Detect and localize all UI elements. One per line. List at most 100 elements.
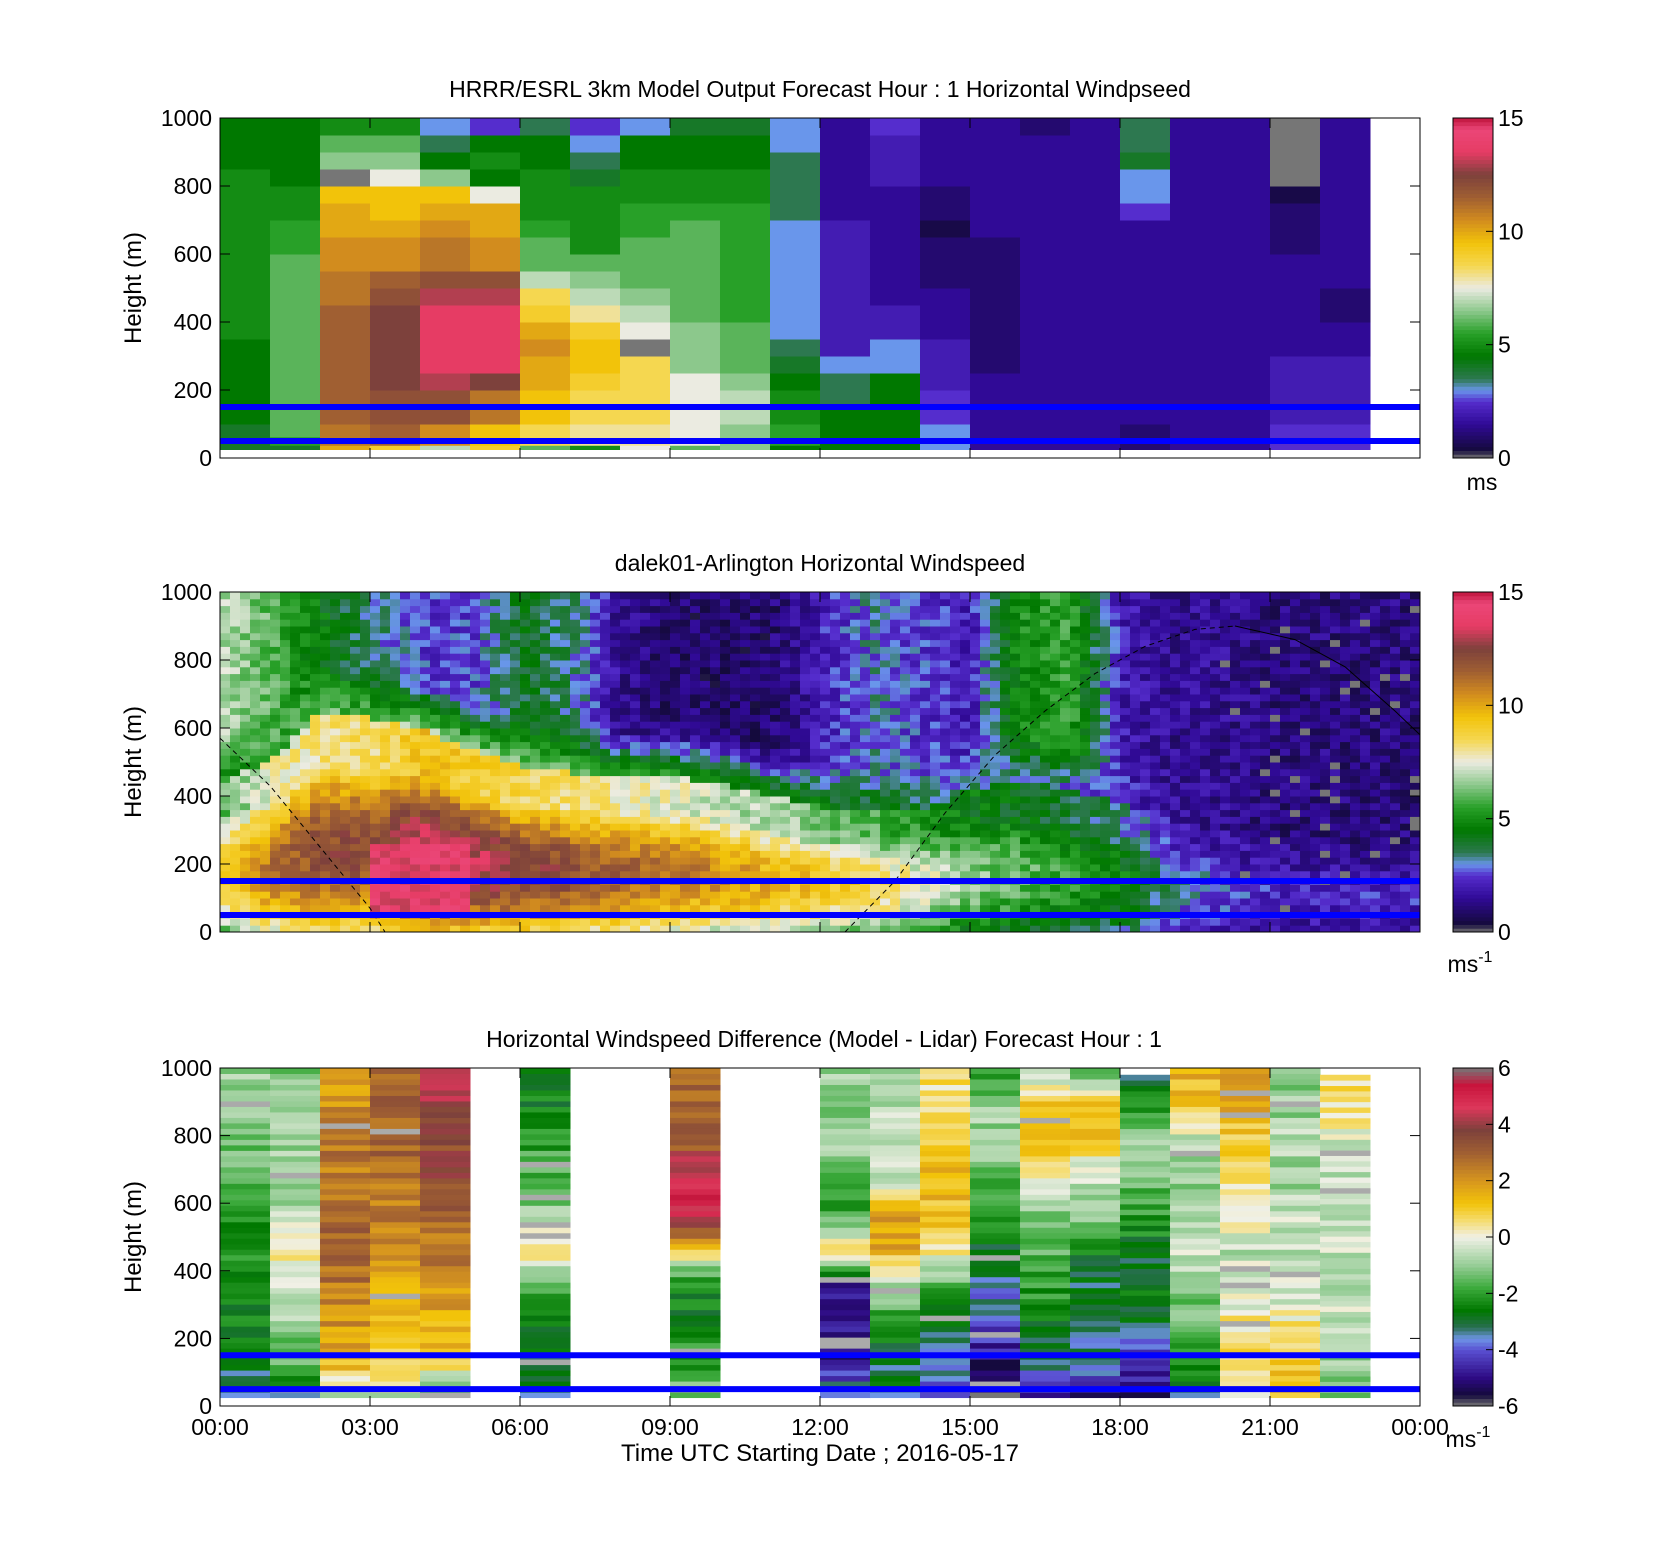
lidar-cell: [790, 721, 801, 729]
lidar-cell: [1040, 789, 1051, 797]
lidar-cell: [490, 680, 501, 688]
lidar-cell: [590, 687, 601, 695]
model-cell: [820, 373, 871, 391]
lidar-cell: [250, 816, 261, 824]
lidar-cell: [850, 653, 861, 661]
model-cell: [1220, 186, 1271, 204]
lidar-cell: [230, 734, 241, 743]
lidar-cell: [910, 680, 921, 688]
lidar-cell: [1000, 755, 1011, 763]
lidar-cell: [250, 830, 261, 838]
lidar-cell: [820, 830, 831, 838]
lidar-cell: [810, 707, 821, 715]
lidar-cell: [550, 857, 561, 865]
lidar-cell: [1050, 918, 1061, 926]
lidar-cell: [690, 728, 701, 736]
lidar-cell: [600, 891, 611, 899]
lidar-cell: [370, 918, 381, 926]
lidar-cell: [730, 721, 741, 729]
lidar-cell: [560, 626, 571, 634]
lidar-cell: [610, 768, 621, 777]
lidar-cell: [520, 639, 531, 647]
lidar-cell: [790, 612, 801, 620]
lidar-cell: [280, 898, 291, 906]
lidar-cell: [880, 748, 891, 756]
lidar-cell: [540, 680, 551, 688]
lidar-cell: [460, 605, 471, 613]
lidar-cell: [960, 741, 971, 749]
lidar-cell: [520, 680, 531, 688]
lidar-cell: [440, 694, 451, 702]
lidar-cell: [300, 850, 311, 858]
lidar-cell: [290, 741, 301, 749]
lidar-cell: [810, 653, 821, 661]
lidar-cell: [910, 775, 921, 783]
lidar-cell: [440, 870, 451, 879]
lidar-cell: [790, 653, 801, 661]
lidar-cell: [560, 721, 571, 729]
lidar-cell: [670, 605, 681, 613]
lidar-cell: [720, 660, 731, 668]
lidar-cell: [250, 619, 261, 627]
lidar-cell: [640, 612, 651, 620]
lidar-cell: [690, 673, 701, 681]
lidar-cell: [680, 823, 691, 831]
lidar-cell: [420, 816, 431, 824]
lidar-cell: [390, 598, 401, 607]
lidar-cell: [320, 884, 331, 892]
lidar-cell: [900, 918, 911, 926]
lidar-cell: [1000, 850, 1011, 858]
model-cell: [1020, 339, 1071, 357]
lidar-cell: [660, 748, 671, 756]
lidar-cell: [260, 598, 271, 607]
lidar-cell: [220, 728, 231, 736]
lidar-cell: [480, 605, 491, 613]
lidar-cell: [1080, 707, 1091, 715]
lidar-cell: [560, 741, 571, 749]
model-cell: [620, 169, 671, 187]
lidar-cell: [950, 843, 961, 851]
lidar-cell: [940, 721, 951, 729]
lidar-cell: [1020, 830, 1031, 838]
lidar-cell: [300, 870, 311, 879]
lidar-cell: [960, 918, 971, 926]
lidar-cell: [500, 680, 511, 688]
lidar-cell: [890, 775, 901, 783]
lidar-cell: [240, 639, 251, 647]
lidar-cell: [260, 741, 271, 749]
lidar-cell: [340, 857, 351, 865]
lidar-cell: [760, 605, 771, 613]
lidar-cell: [400, 687, 411, 695]
model-cell: [720, 390, 771, 408]
lidar-cell: [760, 864, 771, 872]
lidar-cell: [330, 925, 341, 932]
lidar-cell: [800, 748, 811, 756]
lidar-cell: [890, 741, 901, 749]
lidar-cell: [460, 673, 471, 681]
lidar-cell: [1040, 605, 1051, 613]
lidar-cell: [500, 823, 511, 831]
lidar-cell: [400, 721, 411, 729]
lidar-cell: [520, 830, 531, 838]
lidar-cell: [530, 700, 541, 709]
lidar-cell: [360, 721, 371, 729]
lidar-cell: [1070, 850, 1081, 858]
lidar-cell: [220, 891, 231, 899]
lidar-cell: [530, 768, 541, 777]
lidar-cell: [800, 789, 811, 797]
lidar-cell: [990, 755, 1001, 763]
lidar-cell: [1070, 748, 1081, 756]
lidar-cell: [500, 619, 511, 627]
lidar-cell: [220, 605, 231, 613]
lidar-cell: [750, 768, 761, 777]
lidar-cell: [1070, 734, 1081, 743]
lidar-cell: [630, 870, 641, 879]
lidar-cell: [870, 918, 881, 926]
lidar-cell: [630, 646, 641, 654]
lidar-cell: [430, 898, 441, 906]
lidar-cell: [470, 789, 481, 797]
lidar-cell: [440, 748, 451, 756]
colorbar-swatch: [1453, 435, 1493, 440]
lidar-cell: [940, 653, 951, 661]
lidar-cell: [410, 755, 421, 763]
